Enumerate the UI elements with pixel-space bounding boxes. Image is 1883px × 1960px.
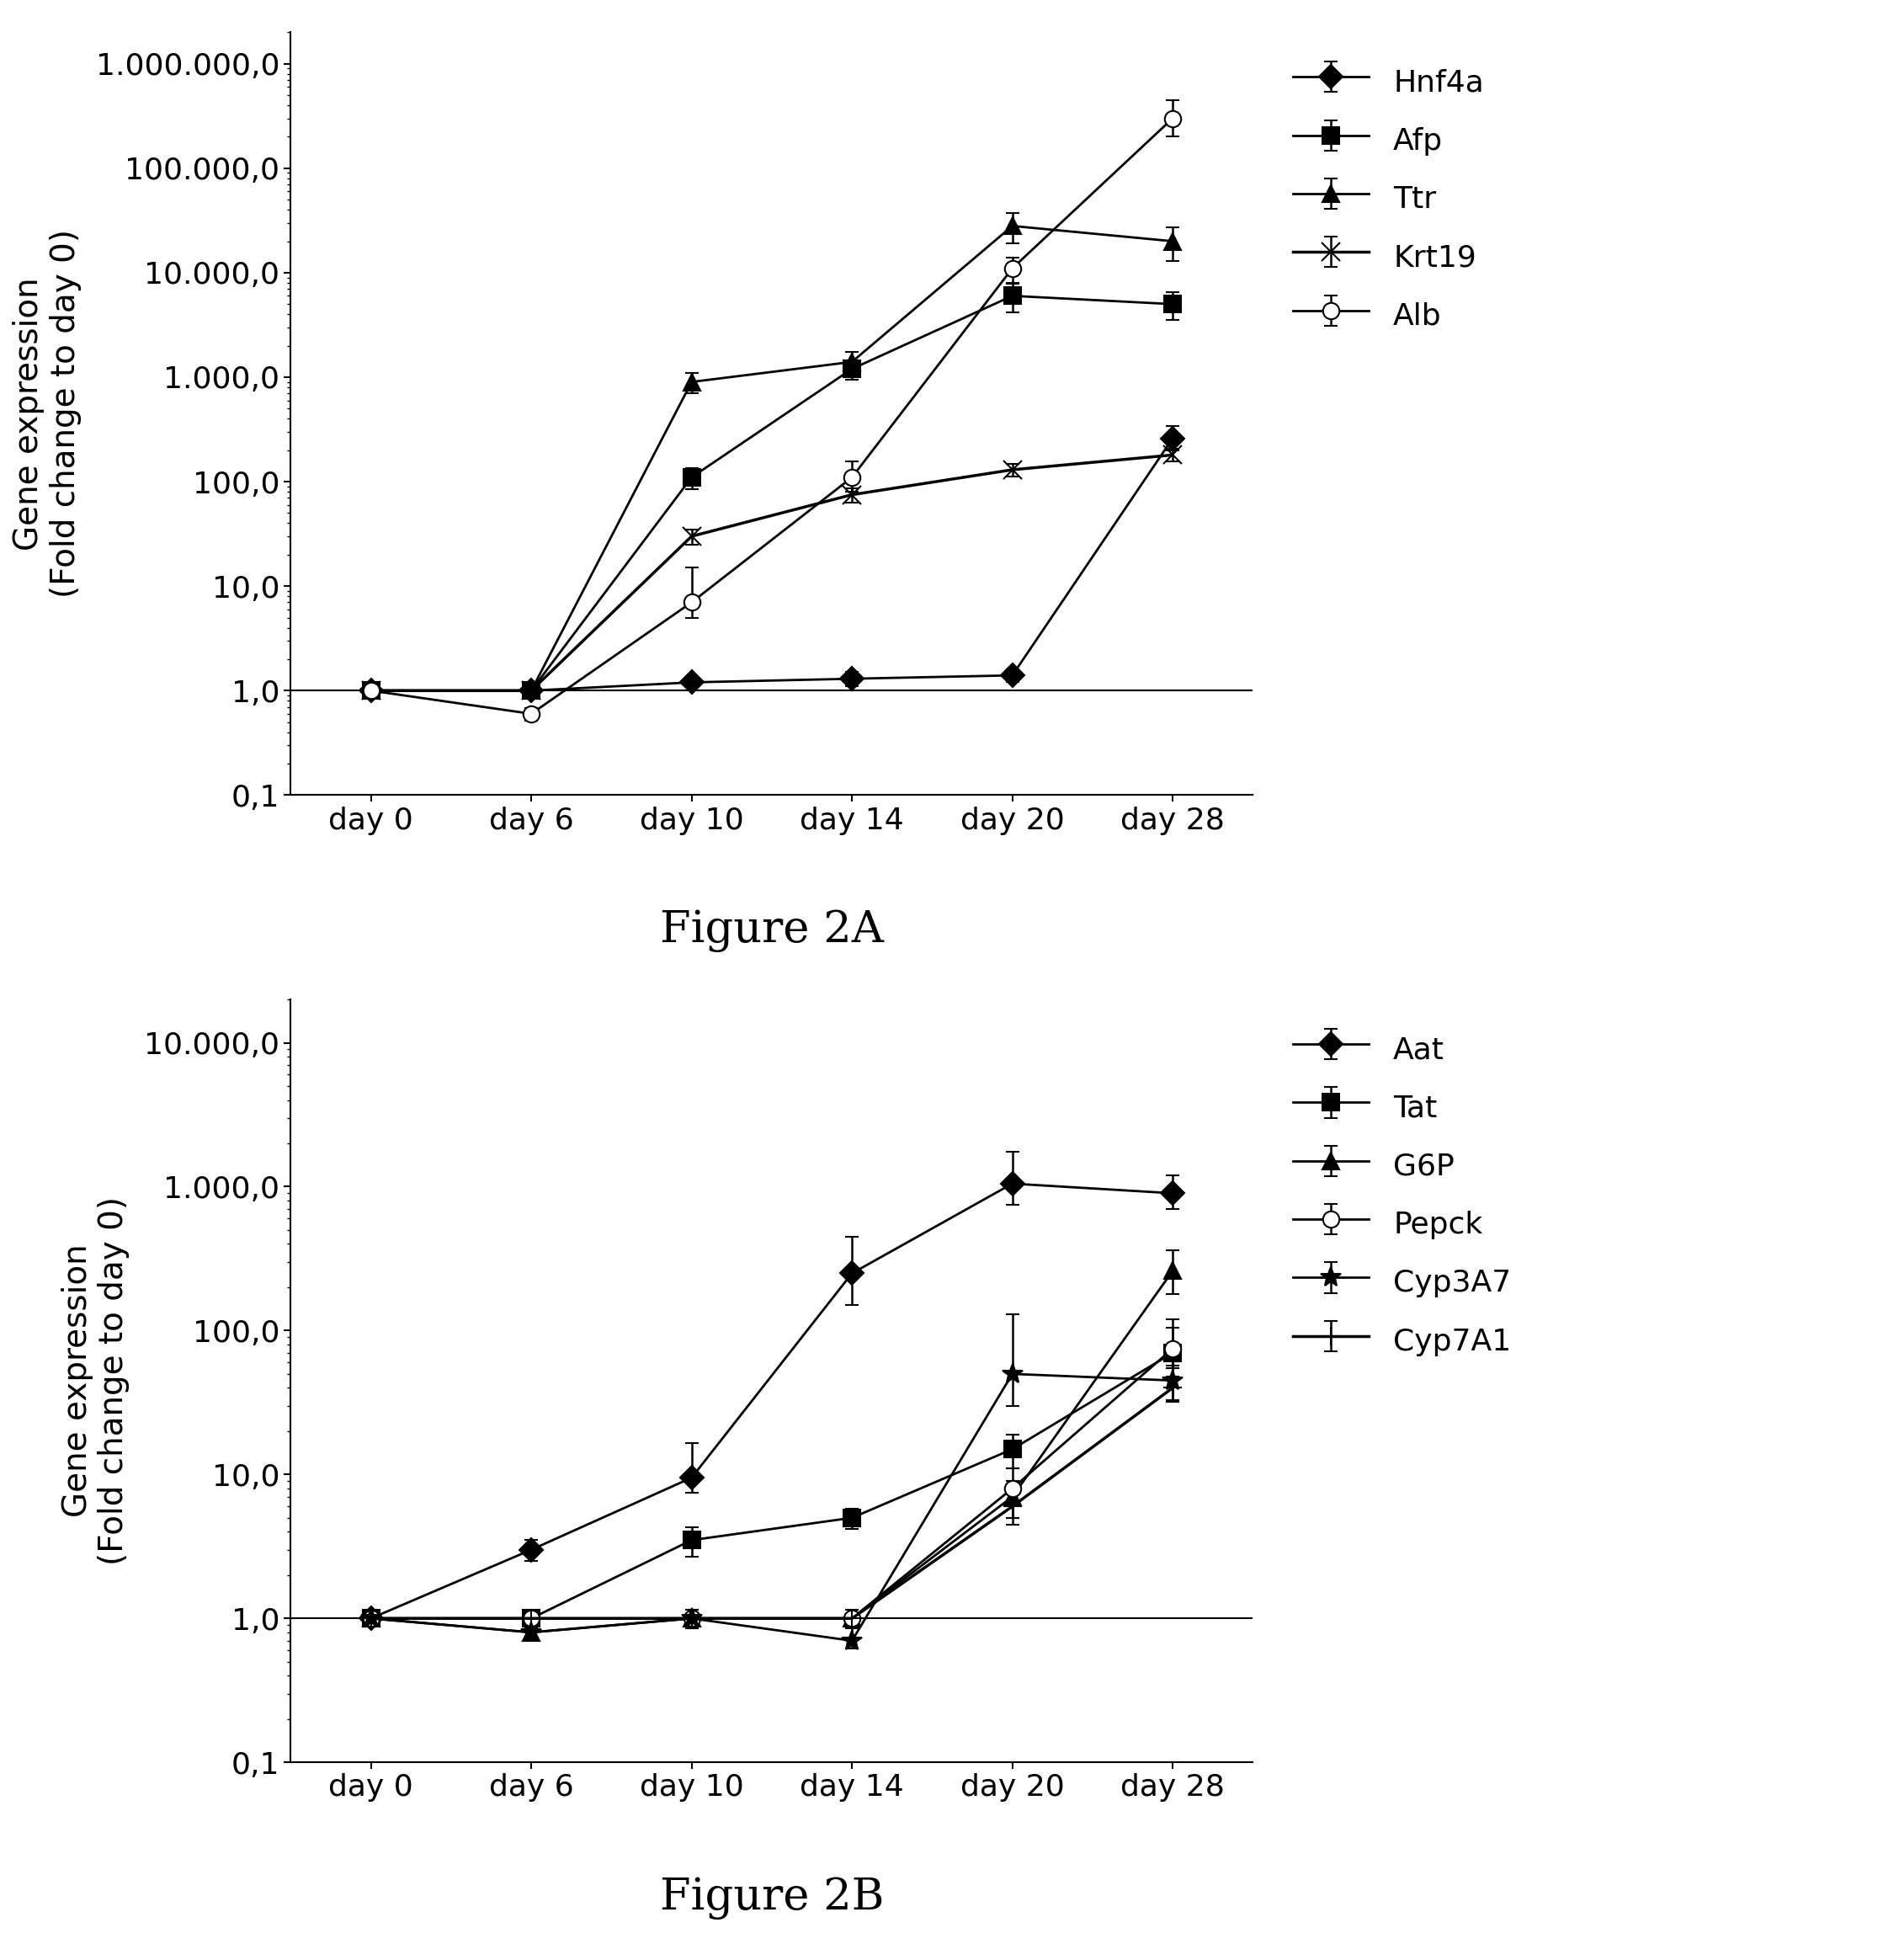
Text: Figure 2B: Figure 2B: [659, 1878, 883, 1919]
Y-axis label: Gene expression
(Fold change to day 0): Gene expression (Fold change to day 0): [60, 1196, 130, 1566]
Y-axis label: Gene expression
(Fold change to day 0): Gene expression (Fold change to day 0): [13, 229, 81, 598]
Legend: Aat, Tat, G6P, Pepck, Cyp3A7, Cyp7A1: Aat, Tat, G6P, Pepck, Cyp3A7, Cyp7A1: [1279, 1015, 1527, 1374]
Text: Figure 2A: Figure 2A: [659, 909, 883, 953]
Legend: Hnf4a, Afp, Ttr, Krt19, Alb: Hnf4a, Afp, Ttr, Krt19, Alb: [1279, 47, 1499, 349]
